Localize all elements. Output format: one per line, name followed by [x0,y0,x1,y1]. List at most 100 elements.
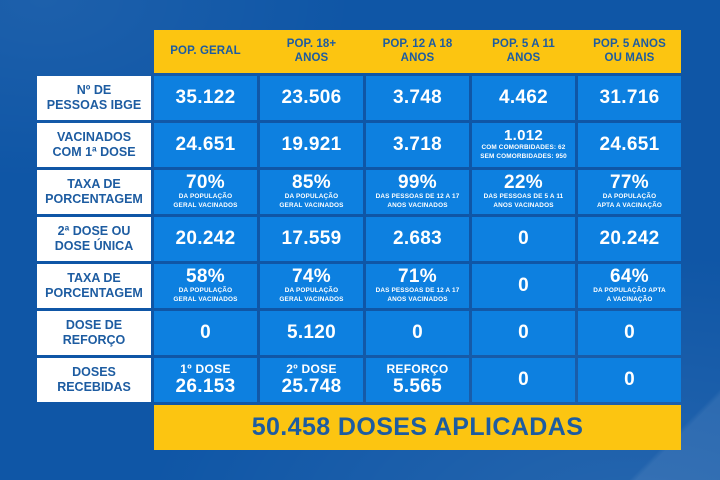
cell-value: 71% [398,265,437,287]
data-cell: 35.122 [154,76,257,120]
col-header-pop-18-mais: POP. 18+ ANOS [260,30,363,73]
cell-value: 77% [610,171,649,193]
cell-dose-type-label: 2º DOSE [286,362,337,377]
data-cell: 0 [366,311,469,355]
row-label-taxa-porcentagem-1: TAXA DE PORCENTAGEM [37,170,151,214]
cell-note: DAS PESSOAS DE 12 A 17 [375,287,460,295]
cell-note: ANOS VACINADOS [493,202,554,210]
row-label-line: DOSES [72,364,116,379]
data-cell: 20.242 [154,217,257,261]
cell-value: 1.012 [503,127,544,145]
data-cell: 58% DA POPULAÇÃO GERAL VACINADOS [154,264,257,308]
cell-value: 26.153 [175,375,236,397]
row-label-line: REFORÇO [62,333,126,347]
data-cell: 1.012 COM COMORBIDADES: 62 SEM COMORBIDA… [472,123,575,167]
cell-value: 0 [200,322,211,344]
data-cell: 2º DOSE 25.748 [260,358,363,402]
col-header-line: POP. 12 A 18 [382,37,453,50]
col-header-line: POP. 5 A 11 [492,37,555,50]
cell-note: GERAL VACINADOS [173,202,238,210]
row-label-line: DOSE DE [65,317,123,332]
cell-value: 3.748 [392,87,443,109]
cell-value: 31.716 [599,87,660,109]
total-doses-text: 50.458 DOSES APLICADAS [251,413,584,441]
data-cell: 5.120 [260,311,363,355]
cell-value: 4.462 [498,87,549,109]
cell-value: 85% [292,171,331,193]
row-label-line: COM 1ª DOSE [52,145,136,159]
data-cell: 0 [154,311,257,355]
row-label-pessoas-ibge: Nº DE PESSOAS IBGE [37,76,151,120]
cell-value: 24.651 [599,134,660,156]
col-header-line: ANOS [400,51,435,64]
row-label-vacinados-1-dose: VACINADOS COM 1ª DOSE [37,123,151,167]
data-cell: 0 [472,311,575,355]
cell-value: 5.120 [286,322,337,344]
cell-note: DAS PESSOAS DE 12 A 17 [375,193,460,201]
col-header-pop-5-a-11: POP. 5 A 11 ANOS [472,30,575,73]
data-cell: 74% DA POPULAÇÃO GERAL VACINADOS [260,264,363,308]
row-label-dose-reforco: DOSE DE REFORÇO [37,311,151,355]
row-label-line: VACINADOS [56,129,132,144]
data-cell: 4.462 [472,76,575,120]
cell-value: 17.559 [281,228,342,250]
cell-note: COM COMORBIDADES: 62 [481,143,566,151]
data-cell: 20.242 [578,217,681,261]
row-label-line: DOSE ÚNICA [54,239,134,253]
cell-value: 74% [292,265,331,287]
col-header-pop-geral: POP. GERAL [154,30,257,73]
cell-note: DA POPULAÇÃO [178,193,233,201]
cell-value: 19.921 [281,134,342,156]
data-cell: 71% DAS PESSOAS DE 12 A 17 ANOS VACINADO… [366,264,469,308]
cell-value: 20.242 [599,228,660,250]
cell-note: ANOS VACINADOS [387,296,448,304]
data-cell: REFORÇO 5.565 [366,358,469,402]
col-header-pop-12-a-18: POP. 12 A 18 ANOS [366,30,469,73]
vaccination-table: POP. GERAL POP. 18+ ANOS POP. 12 A 18 AN… [37,30,681,450]
cell-note: DA POPULAÇÃO [178,287,233,295]
data-cell: 3.748 [366,76,469,120]
header-spacer [37,30,151,73]
cell-note: GERAL VACINADOS [279,202,344,210]
col-header-line: OU MAIS [604,51,655,64]
cell-note: GERAL VACINADOS [173,296,238,304]
data-cell: 24.651 [578,123,681,167]
data-cell: 23.506 [260,76,363,120]
row-label-line: RECEBIDAS [57,380,131,394]
col-header-line: POP. 5 ANOS [593,37,666,50]
row-label-taxa-porcentagem-2: TAXA DE PORCENTAGEM [37,264,151,308]
data-cell: 0 [472,358,575,402]
cell-value: 0 [518,322,529,344]
cell-note: DA POPULAÇÃO [284,287,339,295]
row-label-line: Nº DE [76,82,112,97]
row-label-line: PORCENTAGEM [45,192,143,206]
cell-value: 2.683 [392,228,443,250]
cell-note: DA POPULAÇÃO [284,193,339,201]
row-label-line: 2ª DOSE OU [57,223,131,238]
cell-value: 0 [624,322,635,344]
row-label-line: TAXA DE [67,270,121,285]
cell-note: A VACINAÇÃO [606,296,653,304]
data-cell: 0 [472,264,575,308]
col-header-line: POP. GERAL [170,44,241,57]
cell-value: 23.506 [281,87,342,109]
data-cell: 31.716 [578,76,681,120]
cell-value: 58% [186,265,225,287]
data-cell: 22% DAS PESSOAS DE 5 A 11 ANOS VACINADOS [472,170,575,214]
col-header-line: POP. 18+ ANOS [286,37,337,64]
cell-note: APTA A VACINAÇÃO [597,202,662,210]
cell-note: DA POPULAÇÃO APTA [593,287,666,295]
total-doses-banner: 50.458 DOSES APLICADAS [154,405,681,450]
cell-note: SEM COMORBIDADES: 950 [480,153,567,160]
cell-note: DA POPULAÇÃO [602,193,657,201]
cell-value: 5.565 [392,375,443,397]
cell-value: 35.122 [175,87,236,109]
cell-value: 0 [518,228,529,250]
data-cell: 3.718 [366,123,469,167]
data-cell: 77% DA POPULAÇÃO APTA A VACINAÇÃO [578,170,681,214]
cell-note: ANOS VACINADOS [387,202,448,210]
cell-value: 3.718 [392,134,443,156]
cell-dose-type-label: REFORÇO [386,362,449,377]
data-cell: 0 [578,358,681,402]
row-label-2-dose-unica: 2ª DOSE OU DOSE ÚNICA [37,217,151,261]
